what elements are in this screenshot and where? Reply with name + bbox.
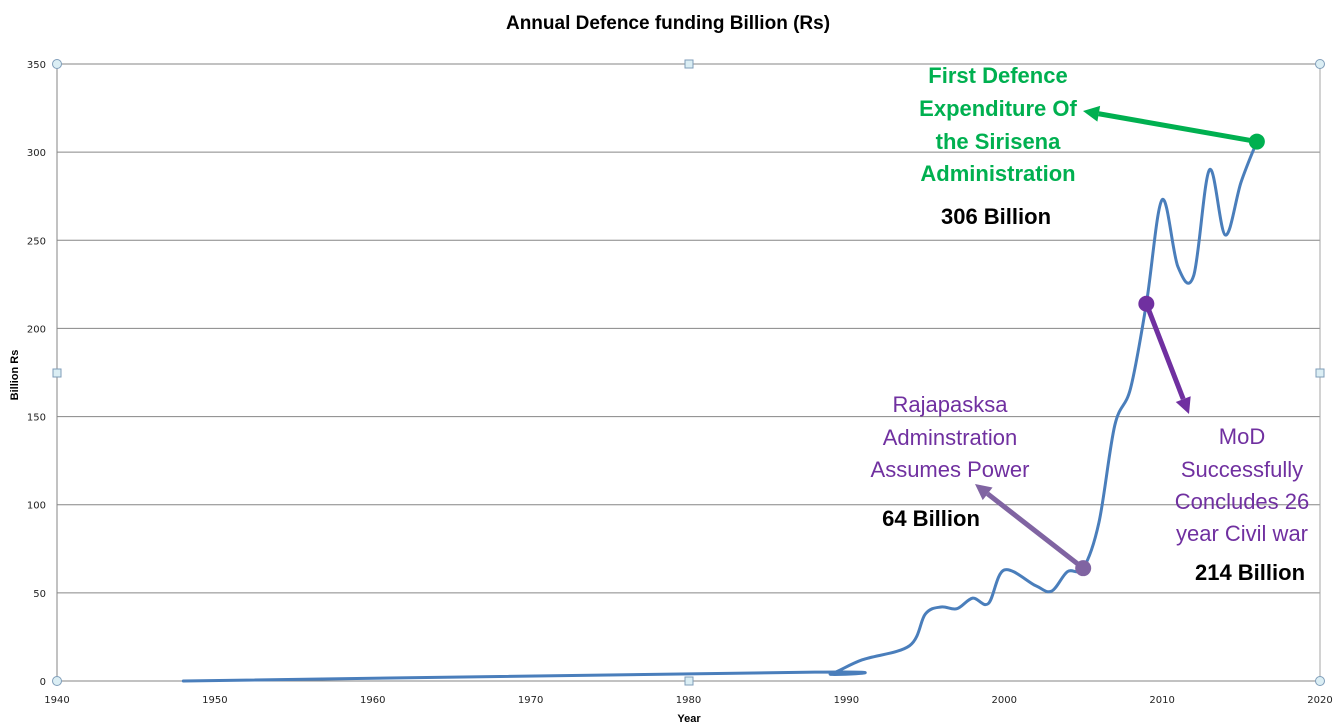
resize-handle-top-left[interactable] <box>52 59 62 69</box>
annotation-civil-war-line-4: year Civil war <box>1176 521 1308 546</box>
annotation-sirisena-line-2: Expenditure Of <box>919 96 1077 121</box>
annotation-civil-war-line-1: MoD <box>1219 424 1265 449</box>
arrowhead-rajapaksa <box>975 484 993 501</box>
resize-handle-right[interactable] <box>1315 368 1325 378</box>
y-tick-label: 350 <box>27 60 46 71</box>
resize-handle-top[interactable] <box>684 59 694 69</box>
arrowhead-civil-war <box>1175 396 1191 414</box>
annotation-sirisena-line-4: Administration <box>920 161 1075 186</box>
annotation-sirisena-value: 306 Billion <box>941 204 1051 229</box>
series-line-defence-funding <box>181 140 1259 683</box>
y-tick-label: 250 <box>27 236 46 247</box>
annotation-rajapaksa-line-3: Assumes Power <box>871 457 1030 482</box>
arrowhead-sirisena <box>1083 105 1101 122</box>
y-tick-label: 0 <box>40 677 46 688</box>
resize-handle-bottom-left[interactable] <box>52 676 62 686</box>
y-axis-label: Billion Rs <box>9 350 21 401</box>
annotation-sirisena-line-1: First Defence <box>928 63 1067 88</box>
marker-rajapaksa <box>1075 560 1092 577</box>
y-tick-label: 100 <box>27 501 46 512</box>
resize-handle-top-right[interactable] <box>1315 59 1325 69</box>
y-tick-label: 150 <box>27 413 46 424</box>
annotation-sirisena-line-3: the Sirisena <box>936 129 1061 154</box>
y-tick-label: 200 <box>27 324 46 335</box>
resize-handle-bottom-right[interactable] <box>1315 676 1325 686</box>
y-axis-ticks: 0 50 100 150 200 250 300 350 <box>27 60 46 688</box>
annotation-civil-war-line-3: Concludes 26 <box>1175 489 1310 514</box>
x-tick-label: 2000 <box>992 695 1017 706</box>
x-tick-label: 2020 <box>1307 695 1332 706</box>
x-tick-label: 2010 <box>1149 695 1174 706</box>
annotations: First Defence Expenditure Of the Sirisen… <box>871 63 1310 585</box>
x-tick-label: 1940 <box>44 695 69 706</box>
annotation-civil-war-value: 214 Billion <box>1195 560 1305 585</box>
marker-civil-war <box>1138 295 1155 312</box>
resize-handle-bottom[interactable] <box>684 676 694 686</box>
x-tick-label: 1950 <box>202 695 227 706</box>
marker-sirisena <box>1248 133 1265 150</box>
annotation-civil-war: MoD Successfully Concludes 26 year Civil… <box>1138 295 1310 585</box>
x-tick-label: 1960 <box>360 695 385 706</box>
resize-handle-left[interactable] <box>52 368 62 378</box>
arrow-rajapaksa <box>986 491 1085 571</box>
annotation-sirisena: First Defence Expenditure Of the Sirisen… <box>919 63 1265 229</box>
chart-title: Annual Defence funding Billion (Rs) <box>506 13 830 34</box>
annotation-civil-war-line-2: Successfully <box>1181 457 1303 482</box>
x-tick-label: 1990 <box>834 695 859 706</box>
x-axis-label: Year <box>677 713 701 725</box>
y-tick-label: 50 <box>33 589 46 600</box>
x-tick-label: 1970 <box>518 695 543 706</box>
arrow-civil-war <box>1144 302 1186 400</box>
y-tick-label: 300 <box>27 148 46 159</box>
arrow-sirisena <box>1098 111 1258 145</box>
annotation-rajapaksa-line-1: Rajapasksa <box>893 392 1009 417</box>
gridlines <box>57 63 1320 682</box>
annotation-rajapaksa-value: 64 Billion <box>882 506 980 531</box>
selection-handles[interactable] <box>52 59 1325 686</box>
annotation-rajapaksa: Rajapasksa Adminstration Assumes Power 6… <box>871 392 1092 577</box>
annotation-rajapaksa-line-2: Adminstration <box>883 425 1018 450</box>
x-tick-label: 1980 <box>676 695 701 706</box>
x-axis-ticks: 1940 1950 1960 1970 1980 1990 2000 2010 2020 <box>44 695 1332 706</box>
